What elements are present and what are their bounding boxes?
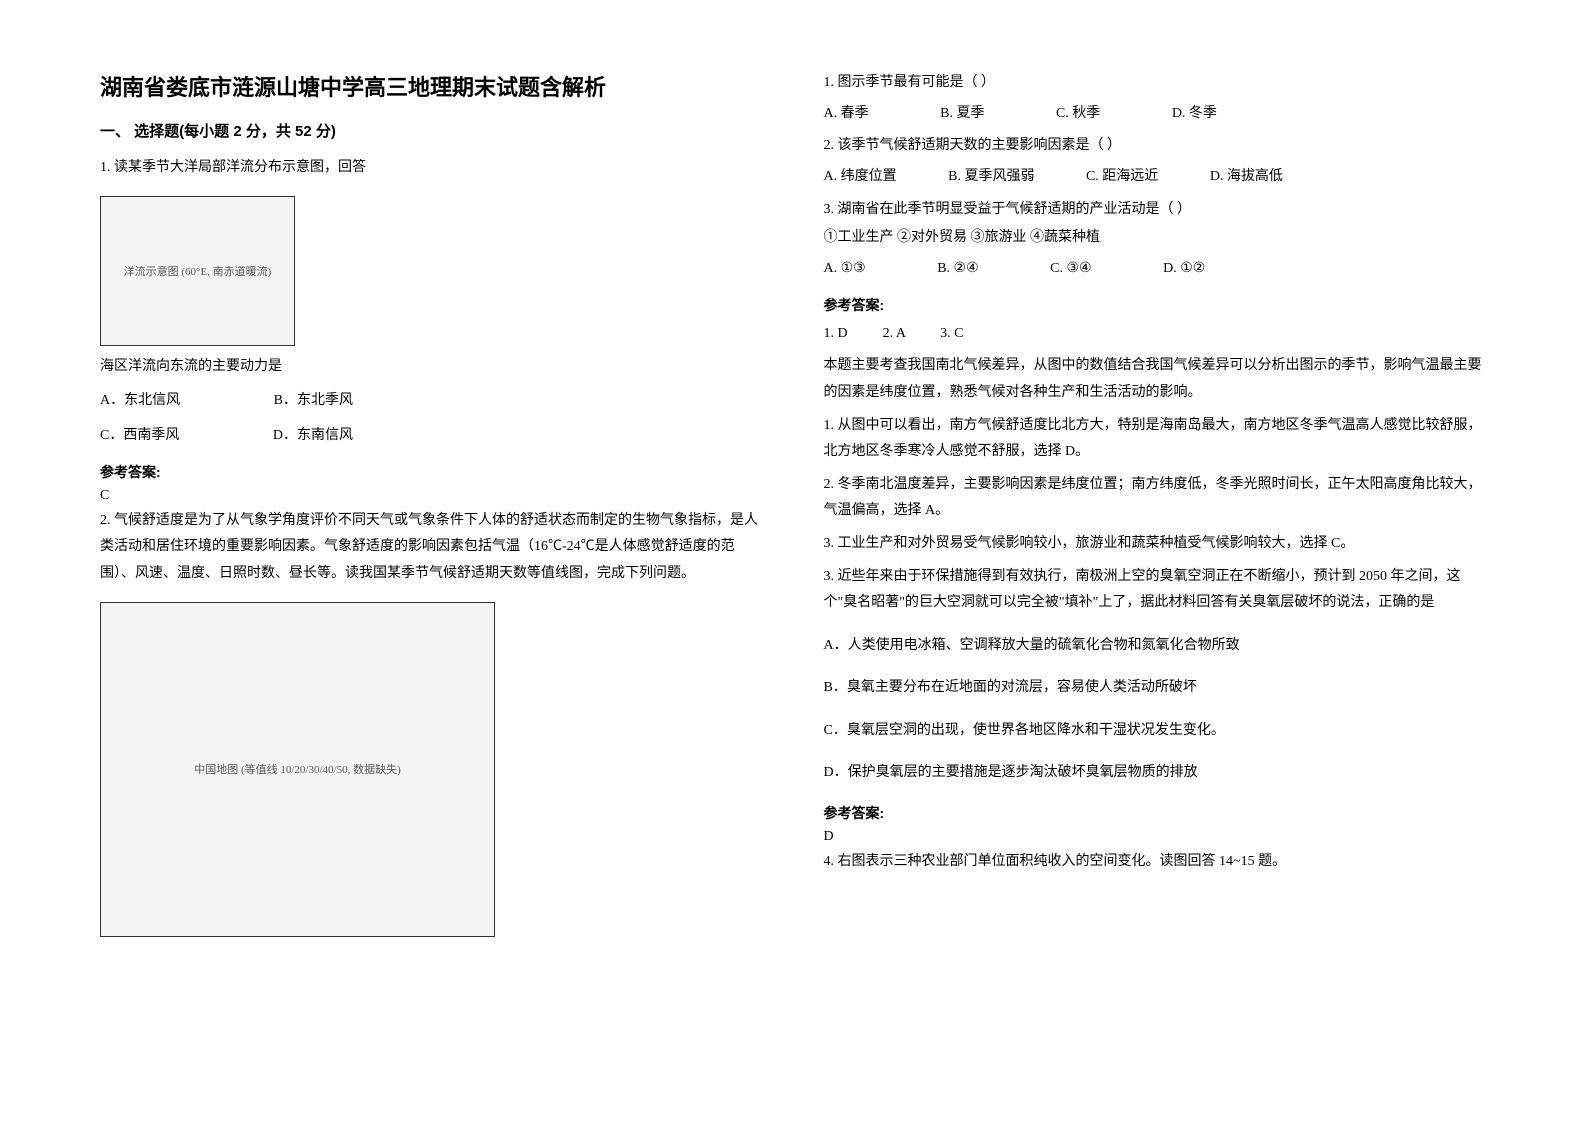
q1-optC: C．西南季风: [100, 421, 179, 452]
left-column: 湖南省娄底市涟源山塘中学高三地理期末试题含解析 一、 选择题(每小题 2 分，共…: [100, 70, 764, 1072]
q2-sub2-optB: B. 夏季风强弱: [948, 162, 1034, 193]
q1-optA: A．东北信风: [100, 386, 180, 417]
figure-label: 中国地图 (等值线 10/20/30/40/50, 数据缺失): [194, 761, 401, 777]
q2-figure: 中国地图 (等值线 10/20/30/40/50, 数据缺失): [100, 602, 495, 937]
q4-stem: 4. 右图表示三种农业部门单位面积纯收入的空间变化。读图回答 14~15 题。: [824, 849, 1488, 876]
q2-sub1-stem: 1. 图示季节最有可能是（ ）: [824, 70, 1488, 97]
q1-options-row2: C．西南季风 D．东南信风: [100, 421, 764, 452]
q2-sub1-optD: D. 冬季: [1172, 99, 1217, 130]
q1-figure: 洋流示意图 (60°E, 南赤道暖流): [100, 196, 295, 346]
q2-sub1-optB: B. 夏季: [940, 99, 984, 130]
q3-optD: D．保护臭氧层的主要措施是逐步淘汰破坏臭氧层物质的排放: [824, 760, 1488, 787]
q2-sub1-options: A. 春季 B. 夏季 C. 秋季 D. 冬季: [824, 99, 1488, 130]
q1-answer-label: 参考答案:: [100, 462, 764, 482]
q1-options-row1: A．东北信风 B．东北季风: [100, 386, 764, 417]
q3-stem: 3. 近些年来由于环保措施得到有效执行，南极洲上空的臭氧空洞正在不断缩小，预计到…: [824, 564, 1488, 617]
q3-optA: A．人类使用电冰箱、空调释放大量的硫氧化合物和氮氧化合物所致: [824, 633, 1488, 660]
q2-sub3-optD: D. ①②: [1163, 254, 1205, 285]
q2-explain1: 1. 从图中可以看出，南方气候舒适度比北方大，特别是海南岛最大，南方地区冬季气温…: [824, 413, 1488, 466]
q2-sub3-stem: 3. 湖南省在此季节明显受益于气候舒适期的产业活动是（ ）: [824, 197, 1488, 224]
q3-answer: D: [824, 829, 1488, 845]
q3-optB: B．臭氧主要分布在近地面的对流层，容易使人类活动所破坏: [824, 675, 1488, 702]
q2-sub3-options: A. ①③ B. ②④ C. ③④ D. ①②: [824, 254, 1488, 285]
q2-answer-label: 参考答案:: [824, 295, 1488, 315]
q2-sub2-stem: 2. 该季节气候舒适期天数的主要影响因素是（ ）: [824, 133, 1488, 160]
q2-explain2: 2. 冬季南北温度差异，主要影响因素是纬度位置；南方纬度低，冬季光照时间长，正午…: [824, 472, 1488, 525]
q1-stem: 1. 读某季节大洋局部洋流分布示意图，回答: [100, 155, 764, 182]
q1-optD: D．东南信风: [273, 421, 353, 452]
page-title: 湖南省娄底市涟源山塘中学高三地理期末试题含解析: [100, 70, 764, 102]
right-column: 1. 图示季节最有可能是（ ） A. 春季 B. 夏季 C. 秋季 D. 冬季 …: [824, 70, 1488, 1072]
q2-sub2-options: A. 纬度位置 B. 夏季风强弱 C. 距海远近 D. 海拔高低: [824, 162, 1488, 193]
q2-sub1-optC: C. 秋季: [1056, 99, 1100, 130]
q2-sub3-optC: C. ③④: [1050, 254, 1091, 285]
figure-label: 洋流示意图 (60°E, 南赤道暖流): [124, 263, 272, 279]
q2-explain-intro: 本题主要考查我国南北气候差异，从图中的数值结合我国气候差异可以分析出图示的季节，…: [824, 353, 1488, 406]
q2-answers: 1. D 2. A 3. C: [824, 321, 1488, 348]
q2-sub3-optB: B. ②④: [937, 254, 978, 285]
q2-sub3-optA: A. ①③: [824, 254, 866, 285]
q2-sub2-optC: C. 距海远近: [1086, 162, 1158, 193]
q2-sub2-optA: A. 纬度位置: [824, 162, 897, 193]
q2-sub3-choices: ①工业生产 ②对外贸易 ③旅游业 ④蔬菜种植: [824, 225, 1488, 252]
q1-answer: C: [100, 488, 764, 504]
q2-sub1-optA: A. 春季: [824, 99, 869, 130]
q2-explain3: 3. 工业生产和对外贸易受气候影响较小，旅游业和蔬菜种植受气候影响较大，选择 C…: [824, 531, 1488, 558]
q1-optB: B．东北季风: [274, 386, 353, 417]
q3-optC: C．臭氧层空洞的出现，使世界各地区降水和干湿状况发生变化。: [824, 718, 1488, 745]
q2-stem: 2. 气候舒适度是为了从气象学角度评价不同天气或气象条件下人体的舒适状态而制定的…: [100, 508, 764, 588]
q1-sub: 海区洋流向东流的主要动力是: [100, 354, 764, 381]
q2-sub2-optD: D. 海拔高低: [1210, 162, 1283, 193]
section-heading: 一、 选择题(每小题 2 分，共 52 分): [100, 120, 764, 141]
q3-answer-label: 参考答案:: [824, 803, 1488, 823]
